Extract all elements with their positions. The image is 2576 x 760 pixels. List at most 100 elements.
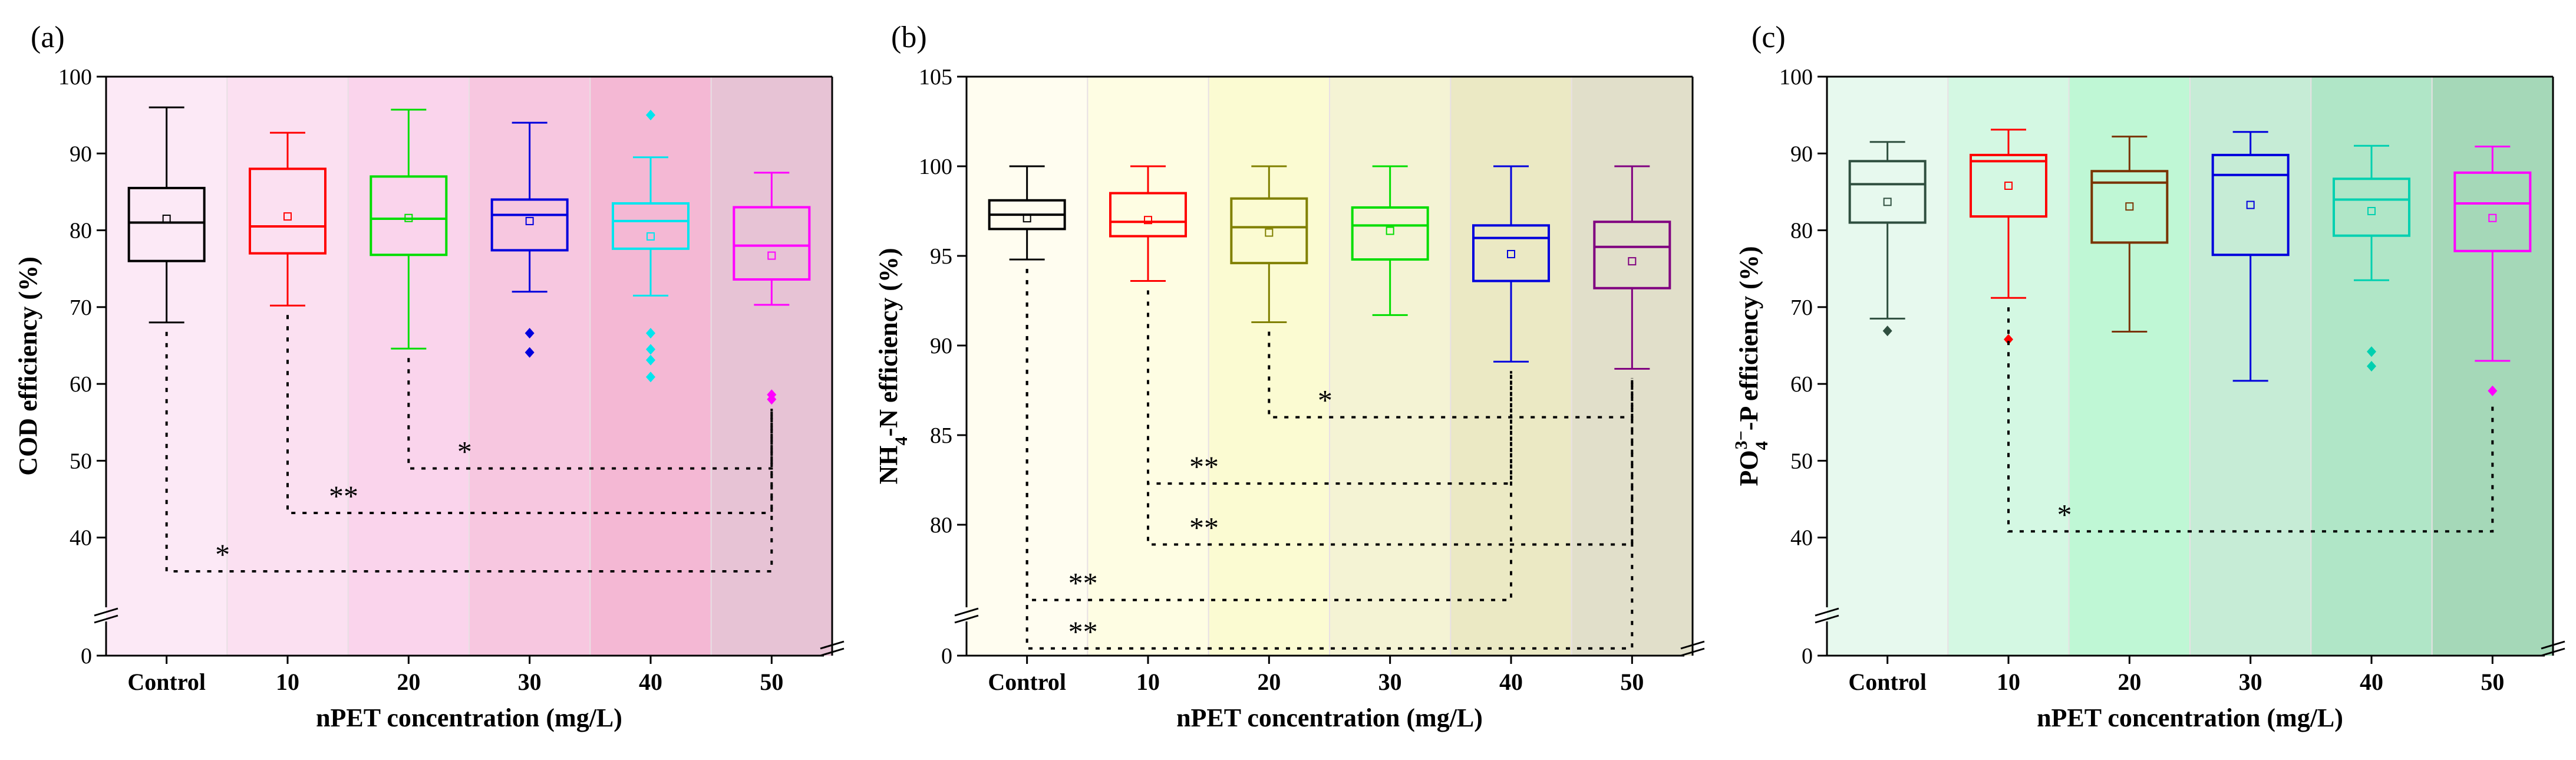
y-tick-label: 100 xyxy=(58,65,92,90)
box-iqr xyxy=(1593,221,1671,289)
box-iqr xyxy=(2211,153,2290,256)
box-plot-30 xyxy=(1351,165,1429,316)
mean-marker xyxy=(283,212,292,221)
box-iqr xyxy=(2333,177,2410,237)
outlier-point xyxy=(646,344,655,355)
axis-break-mark xyxy=(954,614,979,624)
panel-label: (c) xyxy=(1752,21,1786,54)
significance-bracket: * xyxy=(407,358,773,470)
significance-line xyxy=(1025,269,1512,601)
background-band xyxy=(1087,77,1209,656)
x-axis-title: nPET concentration (mg/L) xyxy=(1176,703,1483,732)
panel-b: 80 85 90 95 100 105 0 Control 10 20 30 40 50 (b) nPET … xyxy=(874,21,1705,732)
y-tick-label: 0 xyxy=(1802,644,1813,669)
box-iqr xyxy=(370,175,448,256)
box-plot-Control xyxy=(988,165,1066,261)
box-iqr xyxy=(2453,171,2532,252)
significance-label: * xyxy=(2057,498,2072,531)
background-band xyxy=(1827,77,1948,656)
panel-c: 40 50 60 70 80 90 100 0 Control 10 20 30 40 50 (c) nPET… xyxy=(1731,21,2565,732)
box-iqr xyxy=(1970,153,2047,218)
x-tick-label: 20 xyxy=(2117,669,2141,695)
x-tick-label: 20 xyxy=(1257,669,1281,695)
box-iqr xyxy=(490,198,569,252)
box-iqr xyxy=(1351,206,1429,261)
significance-bracket: ** xyxy=(286,315,773,515)
mean-marker xyxy=(1507,249,1515,258)
background-band xyxy=(1330,77,1451,656)
mean-marker xyxy=(647,232,655,241)
y-tick-label: 80 xyxy=(70,219,92,244)
mean-marker xyxy=(525,216,534,225)
mean-marker xyxy=(2125,202,2134,211)
x-tick-label: 40 xyxy=(639,669,662,695)
outlier-point xyxy=(2367,346,2376,357)
box-plot-10 xyxy=(1970,129,2047,345)
outlier-point xyxy=(2367,361,2376,372)
mean-marker xyxy=(2246,200,2255,209)
background-band xyxy=(227,77,349,656)
axis-break-mark xyxy=(1680,640,1705,650)
box-plot-30 xyxy=(490,121,569,358)
outlier-point xyxy=(525,328,535,339)
y-tick-label: 100 xyxy=(1779,65,1813,90)
y-tick-label: 90 xyxy=(930,334,952,358)
x-tick-label: Control xyxy=(127,669,206,695)
box-plot-40 xyxy=(1472,165,1550,363)
y-tick-label: 90 xyxy=(1790,142,1813,166)
mean-marker xyxy=(767,251,776,260)
significance-label: * xyxy=(457,435,472,468)
x-axis-title: nPET concentration (mg/L) xyxy=(2037,703,2343,732)
box-iqr xyxy=(1109,192,1187,238)
mean-marker xyxy=(1144,216,1152,225)
background-band xyxy=(2069,77,2191,656)
outlier-point xyxy=(646,110,655,121)
axis-break-mark xyxy=(1680,647,1705,657)
box-iqr xyxy=(733,206,811,281)
box-plot-Control xyxy=(1848,141,1927,337)
significance-label: * xyxy=(215,538,230,571)
mean-marker xyxy=(1883,198,1892,206)
y-axis-title: NH4-N efficiency (%) xyxy=(874,248,911,484)
outlier-point xyxy=(2004,334,2013,345)
significance-bracket: ** xyxy=(1147,290,1512,485)
x-tick-label: 30 xyxy=(1378,669,1402,695)
y-tick-label: 95 xyxy=(930,244,952,269)
panel-a: 40 50 60 70 80 90 100 0 Control 10 20 30 40 50 (a) nPET… xyxy=(14,21,845,732)
box-plot-50 xyxy=(1593,165,1671,370)
box-plot-10 xyxy=(249,131,326,307)
y-tick-label: 60 xyxy=(70,372,92,397)
background-band xyxy=(1450,77,1572,656)
x-tick-label: 40 xyxy=(1499,669,1523,695)
box-plot-10 xyxy=(1109,165,1187,282)
significance-bracket: * xyxy=(2007,307,2494,533)
outlier-point xyxy=(525,347,535,358)
axis-break-mark xyxy=(820,647,845,657)
significance-bracket: * xyxy=(1268,331,1634,419)
panel-label: (b) xyxy=(891,21,927,54)
x-tick-label: 20 xyxy=(397,669,420,695)
mean-marker xyxy=(2367,207,2376,215)
significance-bracket: ** xyxy=(1025,269,1512,601)
box-plot-40 xyxy=(2333,144,2410,372)
y-tick-label: 70 xyxy=(70,295,92,320)
mean-marker xyxy=(2488,213,2497,222)
y-axis-title-part: -P efficiency (%) xyxy=(1734,246,1763,431)
outlier-point xyxy=(767,394,777,405)
x-tick-label: 50 xyxy=(2481,669,2504,695)
y-tick-label: 40 xyxy=(1790,526,1813,551)
x-tick-label: 30 xyxy=(518,669,542,695)
x-tick-label: 40 xyxy=(2360,669,2383,695)
significance-label: ** xyxy=(329,479,358,512)
axis-break-mark xyxy=(2541,647,2565,657)
y-axis-title-part: 4 xyxy=(1752,441,1772,450)
outlier-point xyxy=(646,354,655,366)
significance-label: ** xyxy=(1189,450,1219,483)
y-axis-title-part: -N efficiency (%) xyxy=(874,248,903,436)
y-axis-title-part: 3− xyxy=(1731,430,1751,449)
mean-marker xyxy=(162,215,171,223)
box-iqr xyxy=(249,167,326,255)
y-tick-label: 0 xyxy=(941,644,952,669)
y-axis-title-part: PO xyxy=(1734,450,1763,486)
